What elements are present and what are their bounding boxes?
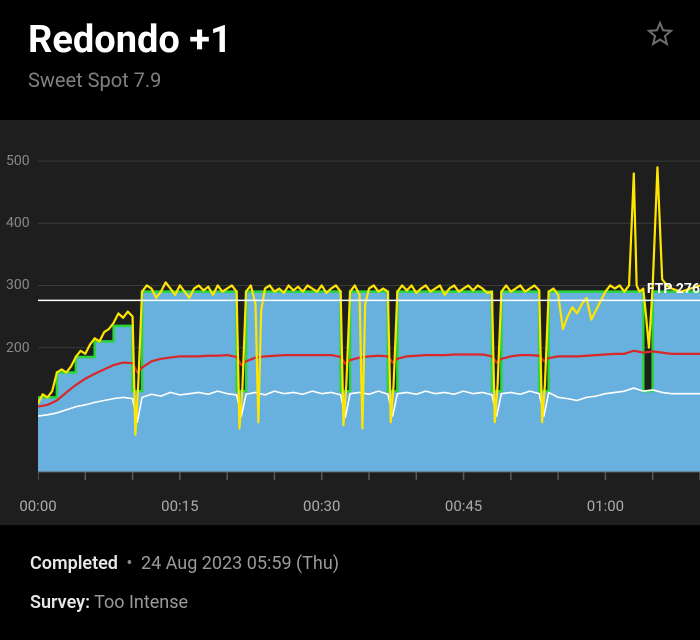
workout-header: Redondo +1 Sweet Spot 7.9 bbox=[0, 0, 700, 98]
completed-label: Completed bbox=[30, 553, 118, 574]
ftp-label: FTP 276 bbox=[647, 281, 700, 297]
chart-plot-area[interactable]: FTP 276 bbox=[38, 120, 700, 525]
y-tick-label: 200 bbox=[6, 340, 30, 356]
workout-title: Redondo +1 bbox=[28, 18, 672, 62]
x-tick-label: 00:00 bbox=[19, 497, 56, 515]
chart-svg bbox=[38, 120, 700, 525]
x-tick-label: 01:00 bbox=[587, 497, 624, 515]
y-tick-label: 400 bbox=[6, 215, 30, 231]
survey-label: Survey: bbox=[30, 592, 90, 613]
x-tick-label: 00:15 bbox=[161, 497, 198, 515]
power-chart-panel: 200 300 400 500 FTP 276 00:00 00:15 00:30 00:4… bbox=[0, 120, 700, 525]
y-tick-label: 500 bbox=[6, 153, 30, 169]
x-tick-label: 00:45 bbox=[445, 497, 482, 515]
x-axis: 00:0000:1500:3000:4501:00 bbox=[38, 485, 700, 525]
y-axis: 200 300 400 500 bbox=[0, 120, 38, 525]
survey-line: Survey: Too Intense bbox=[30, 592, 670, 613]
workout-footer: Completed • 24 Aug 2023 05:59 (Thu) Surv… bbox=[0, 525, 700, 613]
completed-line: Completed • 24 Aug 2023 05:59 (Thu) bbox=[30, 553, 670, 574]
separator-dot: • bbox=[126, 553, 132, 574]
workout-subtitle: Sweet Spot 7.9 bbox=[28, 68, 672, 92]
favorite-star-icon[interactable] bbox=[646, 20, 674, 48]
y-tick-label: 300 bbox=[6, 277, 30, 293]
survey-value: Too Intense bbox=[94, 592, 188, 613]
completed-value: 24 Aug 2023 05:59 (Thu) bbox=[141, 553, 339, 574]
x-tick-label: 00:30 bbox=[303, 497, 340, 515]
